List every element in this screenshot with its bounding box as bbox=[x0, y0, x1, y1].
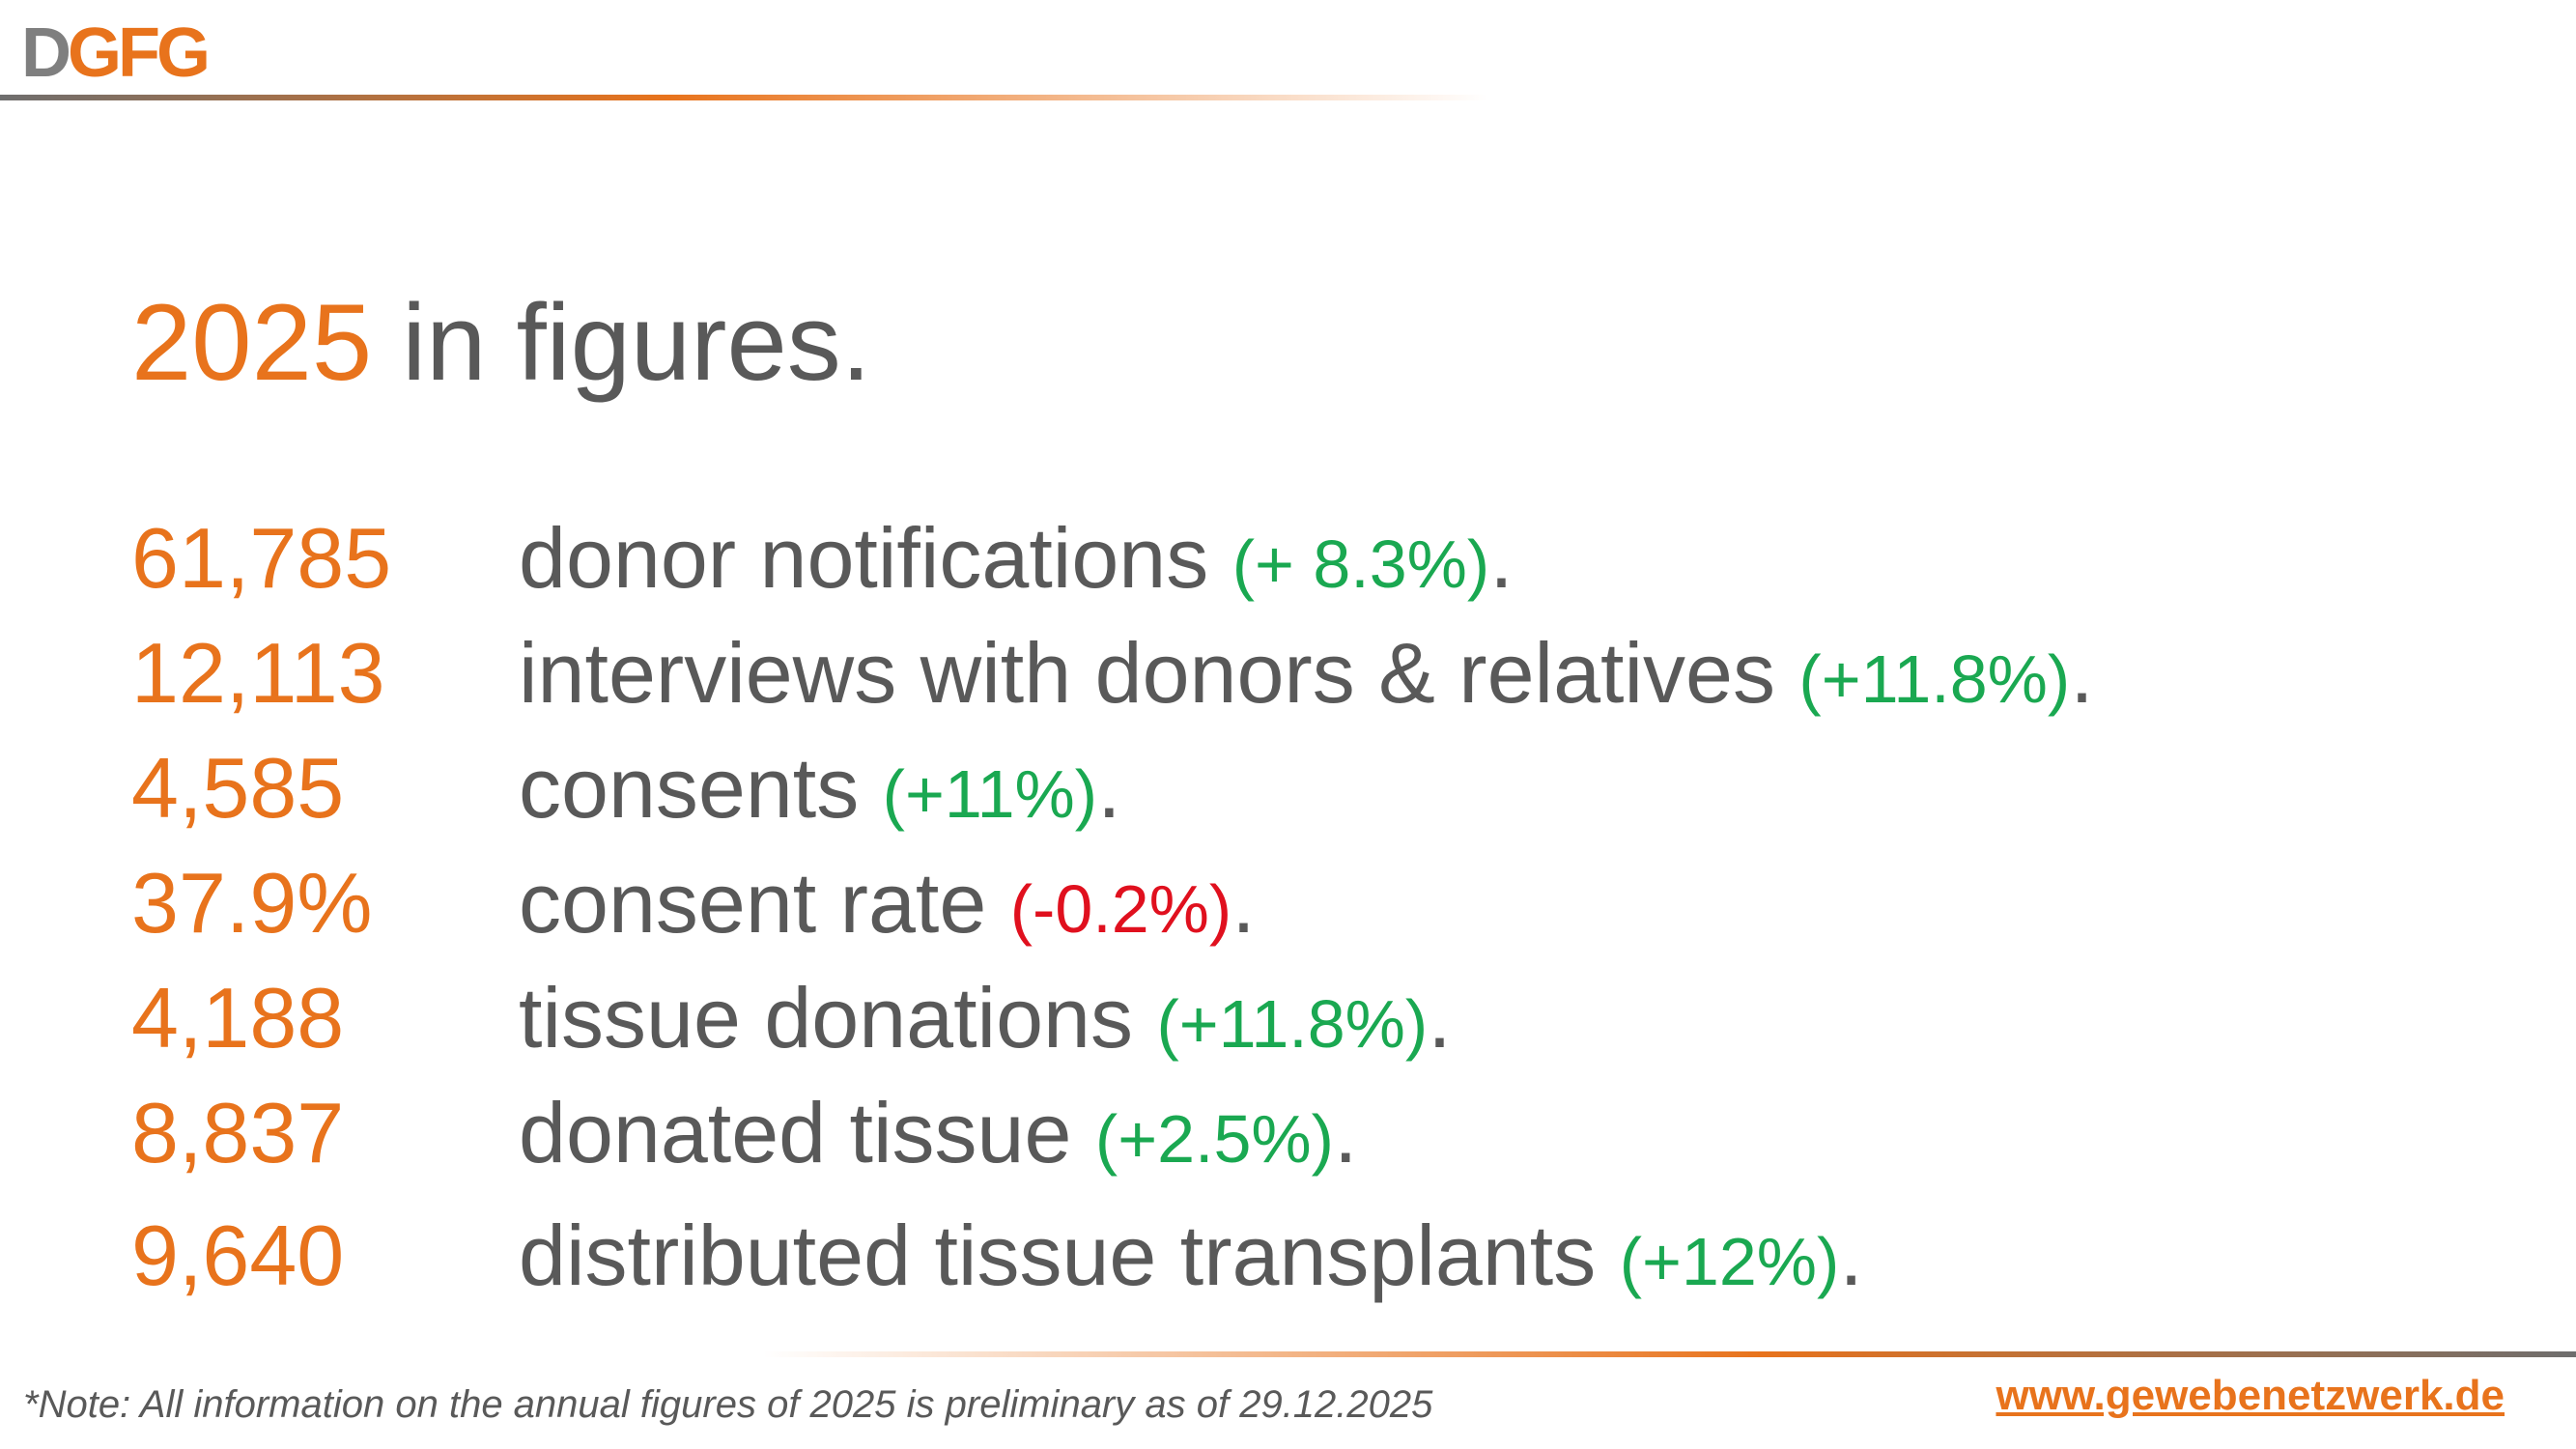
figure-change: (-0.2%) bbox=[1009, 871, 1232, 947]
figure-row: 37.9% consent rate (-0.2%). bbox=[0, 850, 2576, 956]
figure-label: tissue donations bbox=[519, 970, 1157, 1065]
figure-end: . bbox=[1489, 510, 1514, 606]
figure-row: 4,188 tissue donations (+11.8%). bbox=[0, 965, 2576, 1071]
figure-number: 9,640 bbox=[131, 1208, 345, 1303]
figure-label: donated tissue bbox=[519, 1085, 1095, 1180]
figure-number: 61,785 bbox=[131, 510, 392, 606]
logo-gfg: GFG bbox=[68, 14, 211, 92]
figure-end: . bbox=[2070, 625, 2094, 721]
figure-end: . bbox=[1231, 855, 1256, 951]
figure-text: donor notifications (+ 8.3%). bbox=[519, 505, 1514, 617]
figure-text: consent rate (-0.2%). bbox=[519, 850, 1256, 962]
footnote: *Note: All information on the annual fig… bbox=[23, 1383, 1433, 1426]
figure-change: (+11%) bbox=[882, 756, 1098, 832]
figure-row: 4,585 consents (+11%). bbox=[0, 735, 2576, 841]
title-year: 2025 bbox=[131, 282, 373, 403]
figure-label: consents bbox=[519, 740, 883, 836]
figure-change: (+11.8%) bbox=[1798, 641, 2071, 717]
website-link[interactable]: www.gewebenetzwerk.de bbox=[1996, 1372, 2505, 1419]
figure-number: 8,837 bbox=[131, 1085, 345, 1180]
figure-end: . bbox=[1333, 1085, 1358, 1180]
figure-end: . bbox=[1097, 740, 1121, 836]
figure-change: (+2.5%) bbox=[1094, 1101, 1334, 1177]
figure-change: (+11.8%) bbox=[1156, 986, 1429, 1062]
title-end: . bbox=[840, 282, 871, 403]
figure-label: donor notifications bbox=[519, 510, 1232, 606]
figure-number: 4,585 bbox=[131, 740, 345, 836]
figure-number: 12,113 bbox=[131, 625, 385, 721]
figure-text: tissue donations (+11.8%). bbox=[519, 965, 1452, 1077]
figure-end: . bbox=[1839, 1208, 1863, 1303]
figure-label: consent rate bbox=[519, 855, 1010, 951]
title: 2025 in figures. bbox=[131, 280, 871, 405]
figure-row: 61,785 donor notifications (+ 8.3%). bbox=[0, 505, 2576, 611]
header-rule bbox=[0, 95, 1487, 100]
figure-text: donated tissue (+2.5%). bbox=[519, 1080, 1357, 1192]
figure-number: 37.9% bbox=[131, 855, 373, 951]
figure-label: distributed tissue transplants bbox=[519, 1208, 1620, 1303]
figure-text: distributed tissue transplants (+12%). bbox=[519, 1203, 1863, 1315]
logo: DGFG bbox=[21, 14, 211, 93]
logo-d: D bbox=[21, 14, 71, 92]
figure-change: (+ 8.3%) bbox=[1231, 526, 1490, 602]
figure-text: consents (+11%). bbox=[519, 735, 1121, 847]
figure-change: (+12%) bbox=[1619, 1224, 1840, 1299]
figure-number: 4,188 bbox=[131, 970, 345, 1065]
figure-row: 8,837 donated tissue (+2.5%). bbox=[0, 1080, 2576, 1186]
title-text: in figures bbox=[372, 282, 841, 403]
figure-row: 9,640 distributed tissue transplants (+12… bbox=[0, 1203, 2576, 1309]
figure-row: 12,113 interviews with donors & relatives… bbox=[0, 620, 2576, 726]
footer-rule bbox=[763, 1351, 2576, 1357]
figure-text: interviews with donors & relatives (+11.… bbox=[519, 620, 2094, 732]
figure-label: interviews with donors & relatives bbox=[519, 625, 1799, 721]
figure-end: . bbox=[1428, 970, 1452, 1065]
